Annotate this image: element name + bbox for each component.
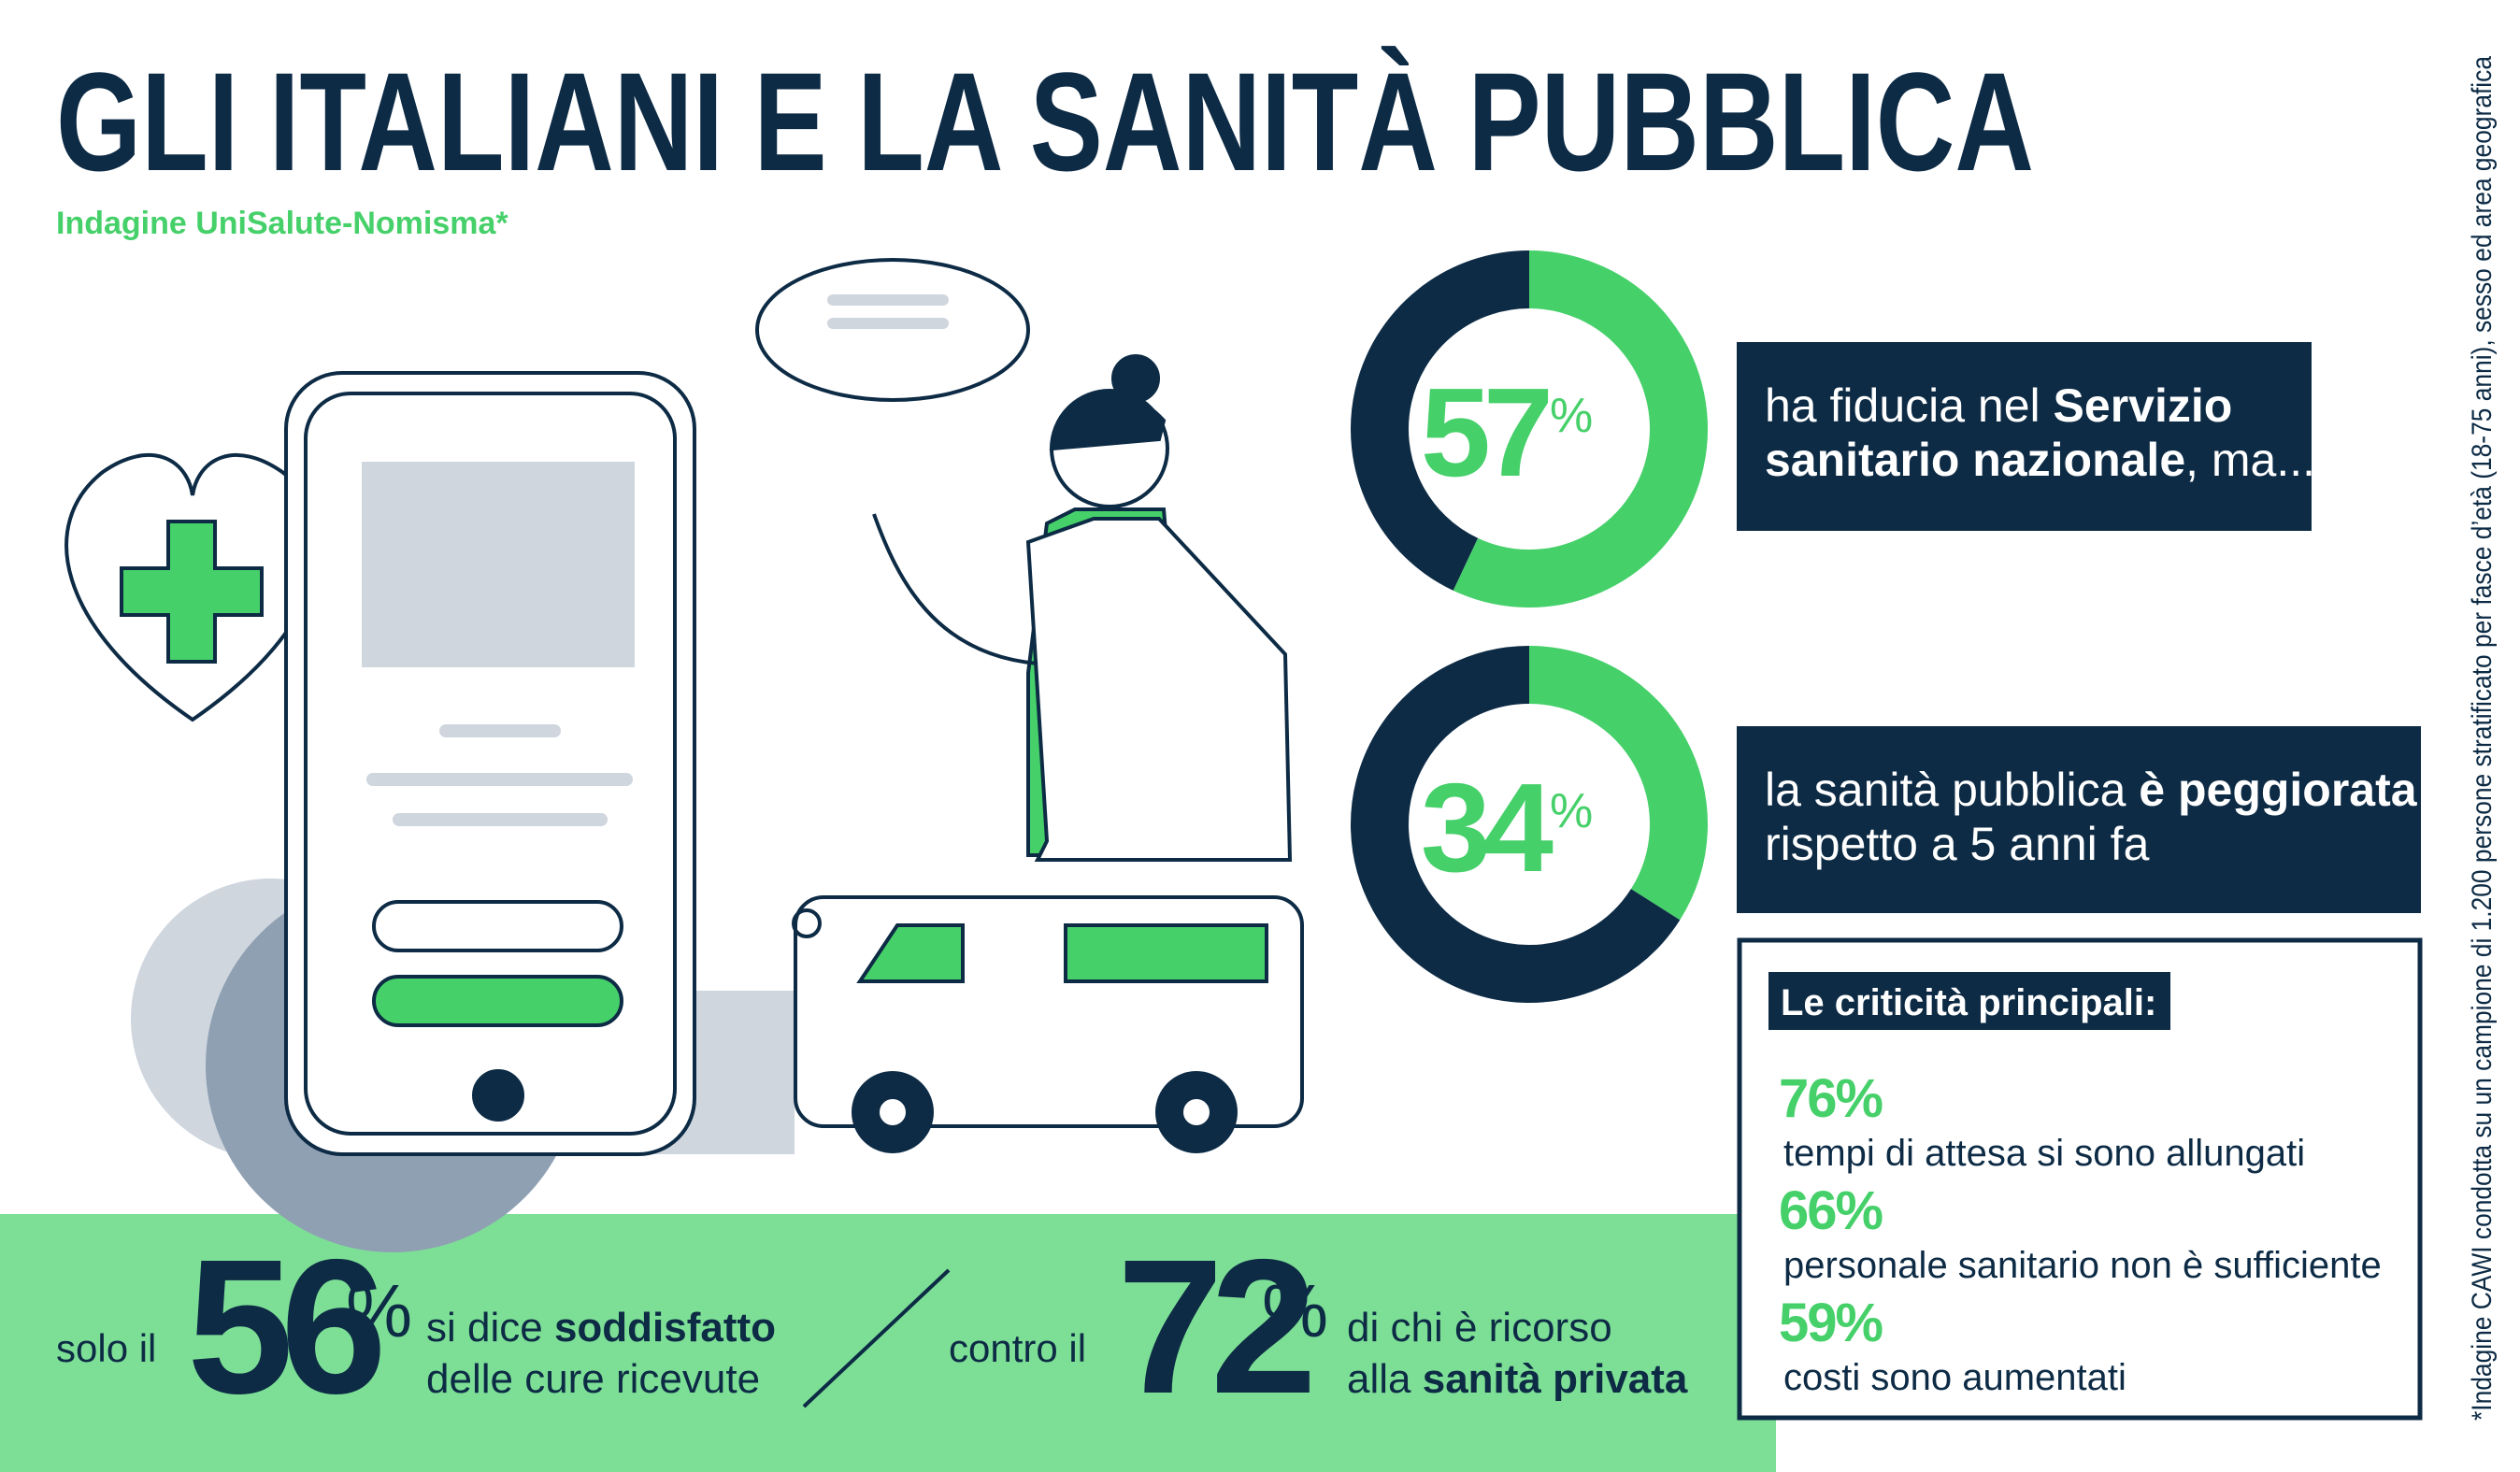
text-segment: delle cure ricevute [426, 1356, 760, 1402]
text-segment: sanità privata [1423, 1356, 1688, 1402]
criticita-text: tempi di attesa si sono allungati [1783, 1133, 2305, 1174]
bottom-prefix: solo il [56, 1326, 156, 1370]
bottom-band [0, 1214, 1776, 1472]
criticita-text: costi sono aumentati [1783, 1357, 2126, 1398]
donut-segment [1453, 250, 1708, 607]
statement-box [1737, 342, 2312, 531]
statement-box [1737, 726, 2421, 913]
criticita-header [1768, 972, 2170, 1030]
bottom-number: 56 [187, 1220, 380, 1434]
donut-unit: % [1550, 389, 1593, 443]
text-segment: soddisfatto [554, 1305, 776, 1351]
text-segment: Servizio [2054, 379, 2233, 432]
text-segment: ha fiducia nel [1765, 379, 2054, 432]
text-line: delle cure ricevute [426, 1356, 760, 1402]
bottom-number: 72 [1117, 1220, 1310, 1434]
criticita-value: 59% [1779, 1293, 1883, 1353]
text-segment: alla [1347, 1356, 1423, 1402]
text-segment: è peggiorata [2139, 764, 2417, 816]
text-segment: rispetto a 5 anni fa [1765, 818, 2150, 870]
text-segment: di chi è ricorso [1347, 1305, 1612, 1351]
text-line: alla sanità privata [1347, 1356, 1688, 1402]
donut-segment [1528, 646, 1708, 921]
text-line: sanitario nazionale, ma... [1765, 434, 2315, 486]
donut-unit: % [1550, 784, 1593, 838]
bottom-unit: % [346, 1269, 412, 1352]
text-line: rispetto a 5 anni fa [1765, 818, 2150, 870]
text-segment: , ma... [2185, 434, 2315, 486]
text-line: la sanità pubblica è peggiorata [1765, 764, 2418, 816]
donut-value: 57 [1421, 362, 1549, 503]
criticita-text: personale sanitario non è sufficiente [1783, 1245, 2382, 1286]
title: GLI ITALIANI E LA SANITÀ PUBBLICA [56, 43, 2034, 200]
bottom-unit: % [1262, 1269, 1328, 1352]
text-segment: si dice [426, 1305, 554, 1351]
text-line: si dice soddisfatto [426, 1305, 776, 1351]
bottom-prefix: contro il [949, 1326, 1086, 1370]
donut-segment [1351, 250, 1530, 591]
criticita-value: 66% [1779, 1180, 1883, 1241]
illustration [64, 258, 1304, 1252]
donut-value: 34 [1421, 757, 1554, 898]
subtitle: Indagine UniSalute-Nomisma* [56, 206, 508, 241]
criticita-title: Le criticità principali: [1781, 982, 2156, 1023]
text-segment: la sanità pubblica [1765, 764, 2139, 816]
criticita-value: 76% [1779, 1068, 1883, 1129]
text-segment: sanitario nazionale [1765, 434, 2185, 486]
text-line: ha fiducia nel Servizio [1765, 379, 2232, 432]
divider [802, 1268, 951, 1408]
footnote: *Indagine CAWI condotta su un campione d… [2467, 56, 2498, 1421]
donut-segment [1351, 646, 1681, 1003]
text-line: di chi è ricorso [1347, 1305, 1612, 1351]
